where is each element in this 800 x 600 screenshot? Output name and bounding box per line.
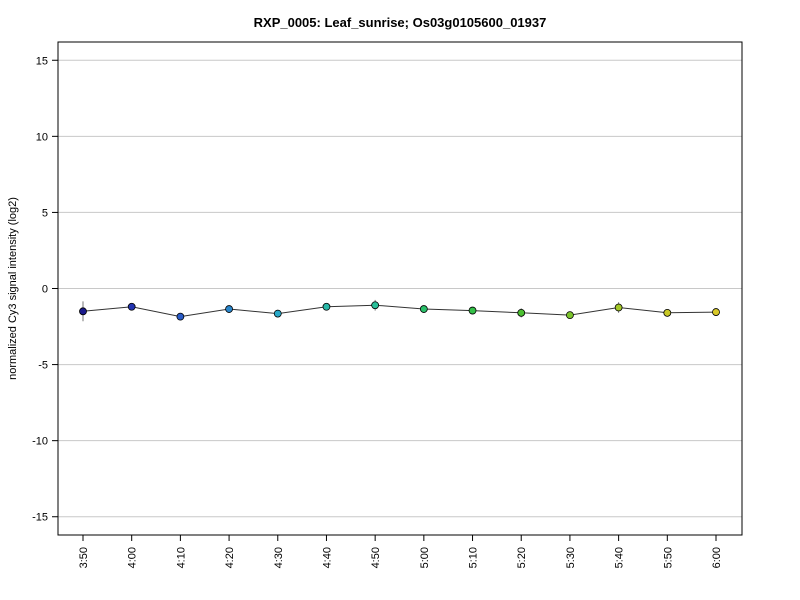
x-tick-label: 5:10 [468, 547, 480, 568]
x-tick-label: 5:20 [516, 547, 528, 568]
data-point [614, 303, 623, 312]
data-point [517, 308, 526, 317]
x-tick-label: 4:40 [321, 547, 333, 568]
data-point [79, 307, 87, 316]
data-point [273, 309, 282, 318]
data-point [225, 305, 233, 313]
y-axis-label: normalized Cy3 signal intensity (log2) [7, 197, 19, 380]
x-tick-label: 5:00 [419, 547, 431, 568]
x-tick-label: 3:50 [78, 547, 90, 568]
y-tick-label: 15 [36, 55, 48, 67]
data-point [322, 302, 331, 311]
series-line-group [82, 304, 717, 318]
data-point [468, 306, 477, 315]
data-point [127, 302, 136, 311]
plot-frame [57, 41, 743, 536]
data-point [371, 301, 380, 310]
data-point [712, 308, 720, 316]
data-point [566, 311, 574, 320]
y-tick-label: -5 [38, 360, 48, 372]
y-tick-label: 10 [36, 131, 48, 143]
y-tick-label: 5 [42, 207, 48, 219]
data-points [79, 301, 720, 321]
x-tick-label: 4:20 [224, 547, 236, 568]
series-line [82, 304, 717, 318]
x-tick-label: 5:30 [565, 547, 577, 568]
x-tick-label: 4:00 [127, 547, 139, 568]
y-tick-label: -10 [32, 436, 48, 448]
y-tick-label: -15 [32, 512, 48, 524]
gridlines [58, 59, 742, 518]
data-point [663, 308, 672, 317]
data-point [176, 312, 185, 321]
chart-title: RXP_0005: Leaf_sunrise; Os03g0105600_019… [254, 15, 547, 30]
data-point [419, 305, 428, 313]
y-axis: 15 10 5 0 -5 -10 -15 [32, 55, 58, 524]
x-tick-label: 6:00 [711, 547, 723, 568]
x-tick-label: 5:40 [614, 547, 626, 568]
x-axis: 3:50 4:00 4:10 4:20 4:30 4:40 4:50 5:00 5:10 5:20… [78, 534, 723, 568]
x-tick-label: 4:50 [370, 547, 382, 568]
x-tick-label: 4:30 [273, 547, 285, 568]
x-tick-label: 4:10 [175, 547, 187, 568]
y-tick-label: 0 [42, 284, 48, 296]
x-tick-label: 5:50 [662, 547, 674, 568]
